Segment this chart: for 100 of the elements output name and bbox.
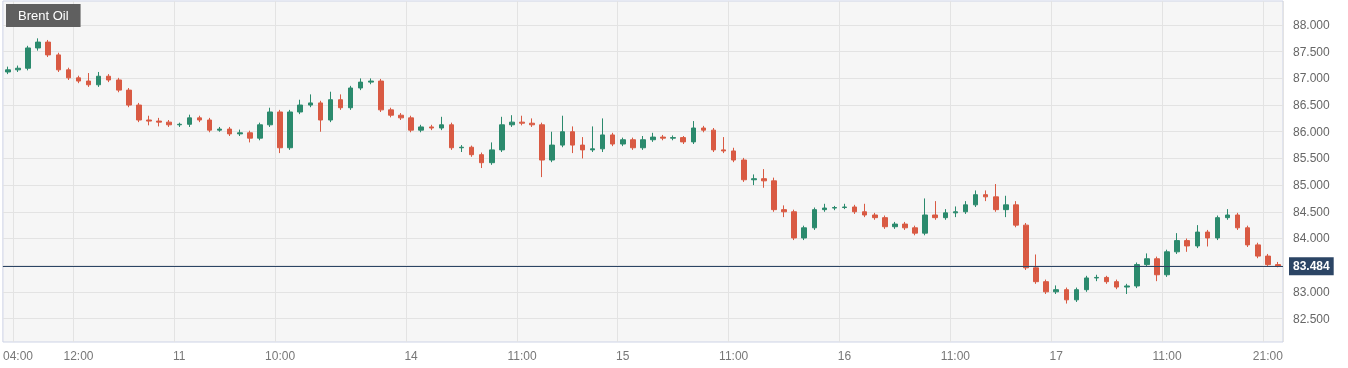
candlestick [1215, 215, 1220, 241]
candlestick [227, 126, 232, 137]
x-tick-label: 12:00 [63, 349, 94, 363]
x-tick-label: 04:00 [2, 349, 34, 363]
candlestick [197, 115, 202, 123]
candlestick [701, 125, 706, 133]
candlestick [146, 115, 152, 126]
candlestick [116, 77, 122, 93]
x-tick-label: 10:00 [265, 349, 296, 363]
candlestick [932, 200, 938, 221]
candlestick [348, 85, 353, 111]
candlestick [489, 141, 495, 166]
candlestick [761, 168, 767, 189]
candlestick [862, 203, 867, 218]
candlestick [1245, 225, 1250, 248]
candlestick [96, 71, 101, 88]
candlestick [973, 189, 978, 208]
candlestick [1255, 242, 1261, 259]
candlestick [479, 152, 484, 169]
candlestick [1134, 261, 1140, 289]
candlestick [318, 100, 323, 133]
candlestick [378, 78, 384, 113]
candlestick [156, 117, 162, 127]
candlestick [620, 137, 626, 147]
candlestick [1033, 253, 1039, 285]
candlestick [5, 66, 11, 75]
candlestick [449, 122, 454, 151]
candlestick [1265, 253, 1271, 268]
candlestick [791, 209, 797, 241]
candlestick [721, 136, 726, 154]
candlestick [237, 129, 243, 137]
y-tick-label: 84.000 [1293, 231, 1331, 246]
candlestick [1154, 256, 1160, 282]
candlestick [1225, 208, 1230, 221]
x-tick-label: 21:00 [1252, 349, 1284, 363]
y-tick-label: 88.000 [1293, 18, 1331, 33]
candlestick [247, 130, 253, 143]
candlestick [539, 122, 545, 178]
candlestick [338, 93, 343, 111]
candlestick [1205, 229, 1210, 247]
candlestick [408, 115, 414, 133]
candlestick [15, 65, 21, 73]
candlestick [882, 215, 888, 230]
candlestick [1043, 279, 1049, 295]
candlestick [499, 116, 505, 153]
candlestick [640, 135, 646, 151]
text: Brent Oil [18, 8, 69, 23]
candlestick [529, 117, 535, 128]
candlestick [549, 131, 555, 163]
candlestick [812, 207, 817, 231]
candlestick [398, 112, 404, 121]
candlestick [660, 134, 666, 141]
candlestick [429, 124, 434, 131]
ref-line-label: 83.484 [1293, 259, 1331, 274]
candlestick [1114, 279, 1119, 290]
y-tick-label: 85.500 [1293, 151, 1331, 166]
y-tick-label: 86.000 [1293, 124, 1331, 139]
candlestick [1174, 232, 1180, 255]
candlestick [983, 189, 988, 202]
candlestick [801, 225, 807, 241]
candlestick [35, 37, 41, 52]
candlestick [126, 87, 132, 108]
candlestick [76, 75, 81, 84]
candlestick [106, 73, 111, 83]
candlestick [45, 39, 51, 58]
candlestick [822, 203, 827, 213]
y-tick-label: 84.500 [1293, 204, 1331, 219]
candlestick [1164, 249, 1170, 278]
candlestick [207, 117, 212, 133]
candlestick [1013, 200, 1019, 228]
candlestick [842, 203, 847, 210]
candlestick [86, 72, 91, 88]
candlestick [892, 221, 898, 230]
candlestick [872, 212, 878, 221]
x-tick-label: 11:00 [1152, 349, 1182, 363]
candlestick [1195, 224, 1200, 249]
candlestick [25, 45, 31, 71]
candlestick [509, 114, 515, 128]
candlestick [1074, 287, 1079, 303]
y-tick-label: 86.500 [1293, 98, 1331, 113]
candlestick [943, 208, 948, 221]
candlestick [963, 200, 968, 215]
candlestick [781, 204, 787, 218]
candlestick [328, 91, 333, 123]
y-tick-label: 87.000 [1293, 71, 1331, 86]
x-tick-label: 11 [173, 349, 186, 363]
x-tick-label: 16 [837, 349, 852, 363]
candlestick [368, 77, 374, 85]
candlestick [257, 122, 263, 141]
candlestick [277, 109, 283, 154]
candlestick [519, 115, 525, 126]
candlestick [287, 109, 293, 151]
candlestick [922, 197, 928, 236]
candlestick [832, 205, 837, 211]
candlestick [1053, 284, 1059, 295]
candlestick [953, 205, 958, 218]
x-tick-label: 11:00 [940, 349, 971, 363]
candlestick [731, 147, 736, 163]
candlestick [902, 221, 908, 231]
candlestick [439, 116, 444, 131]
